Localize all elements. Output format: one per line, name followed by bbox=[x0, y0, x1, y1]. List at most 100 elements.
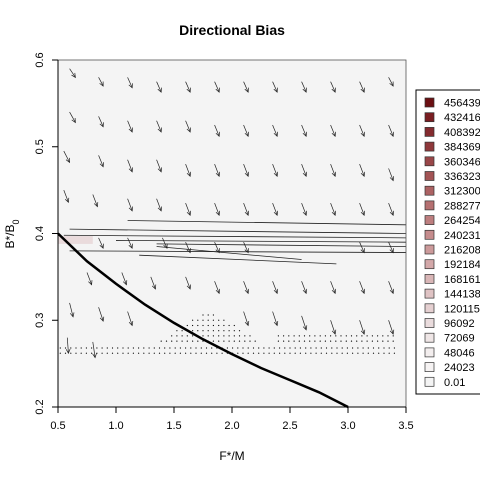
dot bbox=[202, 330, 204, 332]
dot bbox=[361, 340, 363, 342]
legend-label: 96092 bbox=[444, 318, 475, 330]
dot bbox=[293, 335, 295, 337]
dot bbox=[366, 335, 368, 337]
horizontal-line bbox=[156, 246, 302, 260]
dot bbox=[324, 335, 326, 337]
arrow-head bbox=[273, 288, 278, 295]
y-axis-label-subscript: 0 bbox=[11, 219, 21, 224]
dot bbox=[258, 352, 260, 354]
arrow-shaft bbox=[121, 272, 127, 285]
arrow-head bbox=[128, 127, 133, 133]
arrow bbox=[214, 81, 220, 93]
arrow-shaft bbox=[388, 124, 394, 137]
arrow bbox=[98, 116, 104, 128]
dot bbox=[169, 347, 171, 349]
arrow-head bbox=[215, 288, 220, 295]
legend-swatch bbox=[424, 303, 435, 314]
legend-label: 72069 bbox=[444, 333, 475, 345]
dot bbox=[64, 347, 67, 349]
dot bbox=[273, 352, 275, 354]
x-tick-label: 2.0 bbox=[224, 420, 239, 432]
arrow-head bbox=[163, 243, 168, 249]
arrow-head bbox=[71, 72, 76, 79]
dot bbox=[171, 340, 173, 342]
dot bbox=[205, 352, 208, 354]
dot bbox=[80, 352, 82, 354]
arrow bbox=[359, 242, 365, 254]
dot bbox=[378, 352, 380, 354]
dot bbox=[223, 324, 225, 327]
dot bbox=[388, 352, 390, 354]
arrow-head bbox=[215, 87, 220, 93]
dot bbox=[223, 340, 225, 342]
arrow bbox=[301, 163, 307, 177]
dot bbox=[382, 340, 384, 342]
dot bbox=[371, 340, 373, 342]
arrow-head bbox=[244, 131, 249, 138]
arrow-shaft bbox=[69, 302, 74, 317]
arrow-shaft bbox=[185, 242, 191, 253]
legend-label: 336323 bbox=[444, 171, 480, 183]
legend-label: 456439 bbox=[444, 98, 480, 110]
arrow-shaft bbox=[272, 203, 278, 216]
legend-swatch bbox=[424, 288, 435, 299]
arrow-head bbox=[65, 157, 70, 164]
dot bbox=[127, 347, 129, 349]
horizontal-line bbox=[63, 234, 407, 239]
dot bbox=[153, 352, 155, 354]
legend-swatch bbox=[424, 244, 435, 255]
arrow-shaft bbox=[301, 124, 307, 137]
dot bbox=[117, 347, 119, 349]
dot bbox=[186, 335, 188, 337]
dot bbox=[244, 340, 246, 342]
arrow bbox=[243, 242, 249, 254]
arrow-shaft bbox=[272, 124, 278, 137]
arrow-shaft bbox=[214, 203, 220, 216]
arrow-head bbox=[331, 288, 336, 295]
legend-swatch bbox=[424, 215, 435, 225]
dot bbox=[212, 335, 214, 337]
arrow-shaft bbox=[388, 242, 394, 253]
dot bbox=[197, 319, 199, 321]
dot bbox=[190, 352, 192, 354]
dot bbox=[299, 347, 301, 349]
arrow-shaft bbox=[388, 168, 394, 181]
dot bbox=[192, 335, 194, 337]
y-axis-label: B*/B0 bbox=[3, 219, 21, 248]
dot bbox=[320, 347, 322, 349]
dot bbox=[387, 335, 389, 337]
arrow bbox=[330, 281, 336, 295]
dot bbox=[377, 340, 379, 342]
dot bbox=[362, 347, 364, 349]
arrow bbox=[272, 124, 278, 138]
dot bbox=[331, 352, 333, 354]
arrow-head bbox=[128, 167, 133, 173]
dot bbox=[367, 347, 369, 349]
arrow bbox=[185, 242, 191, 254]
dot bbox=[346, 347, 348, 349]
x-axis: 0.5 1.0 1.5 2.0 2.5 3.0 3.5 bbox=[50, 406, 414, 432]
arrow bbox=[243, 281, 249, 295]
dot bbox=[356, 340, 358, 342]
arrow-head bbox=[186, 284, 191, 290]
dot bbox=[106, 347, 108, 349]
arrow-head bbox=[99, 122, 104, 128]
dot bbox=[127, 352, 129, 354]
arrow bbox=[359, 81, 365, 93]
arrow bbox=[214, 203, 220, 217]
y-tick-label: 0.3 bbox=[34, 313, 46, 328]
dot bbox=[218, 335, 220, 337]
arrow-shaft bbox=[243, 203, 249, 216]
dot bbox=[165, 340, 168, 342]
arrow-head bbox=[244, 248, 249, 254]
legend-label: 240231 bbox=[444, 230, 480, 242]
arrow bbox=[388, 168, 394, 182]
arrow-head bbox=[331, 210, 336, 217]
x-tick-label: 0.5 bbox=[50, 420, 65, 432]
arrow bbox=[243, 124, 249, 138]
arrow bbox=[388, 203, 394, 217]
arrow-head bbox=[273, 210, 278, 217]
arrow-shaft bbox=[214, 81, 220, 93]
arrow bbox=[301, 203, 307, 217]
